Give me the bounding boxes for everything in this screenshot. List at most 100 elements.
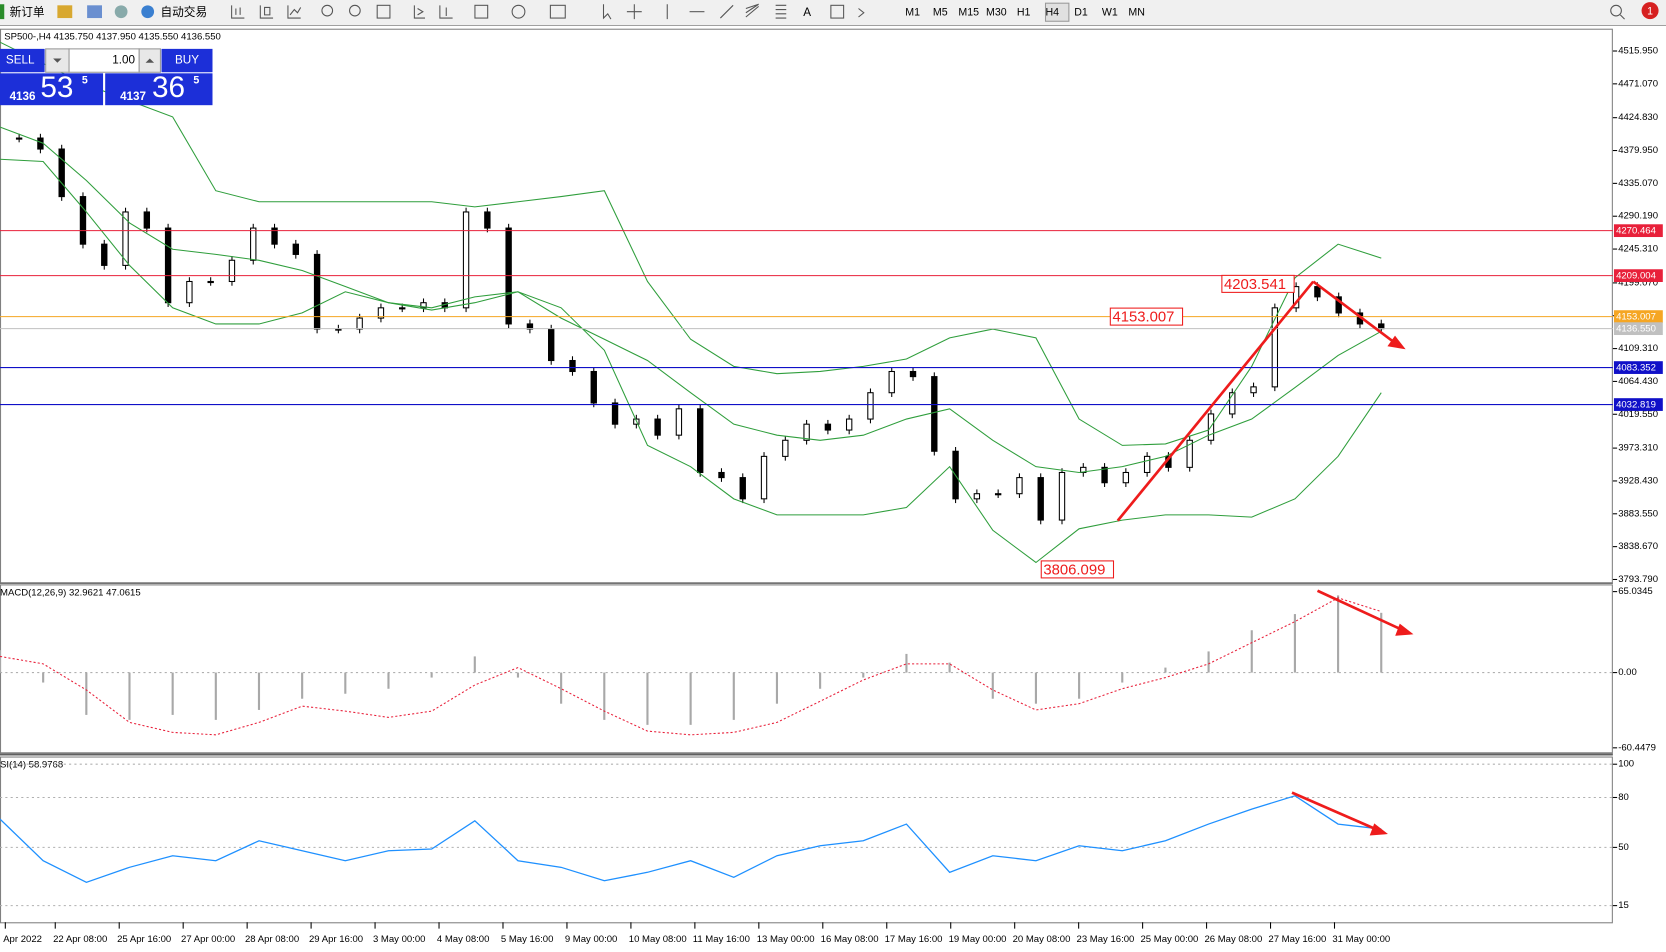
- macd-bar: [1207, 651, 1210, 673]
- candle: [271, 227, 278, 245]
- candle: [101, 243, 108, 266]
- y-tick-label: 0.00: [1618, 667, 1637, 678]
- x-tick-label: 17 May 16:00: [885, 934, 943, 945]
- macd-bar: [689, 672, 692, 725]
- arrow-head: [1369, 823, 1388, 836]
- buy-label[interactable]: BUY: [175, 54, 199, 67]
- timeframe-button[interactable]: M5: [933, 7, 948, 19]
- y-tick-label: 3928.430: [1618, 475, 1658, 486]
- y-tick-label: 4515.950: [1618, 46, 1658, 57]
- candle: [782, 439, 789, 457]
- y-tick-label: 4290.190: [1618, 211, 1658, 222]
- sell-price-box[interactable]: [0, 73, 104, 106]
- macd-bar: [257, 672, 261, 710]
- timeframe-button[interactable]: M1: [905, 7, 920, 19]
- icon[interactable]: [57, 5, 73, 19]
- x-tick-label: 4 May 08:00: [437, 934, 490, 945]
- x-tick-label: 3 May 00:00: [373, 934, 426, 945]
- rsi-line: [0, 795, 1382, 883]
- label-tool[interactable]: [830, 4, 845, 19]
- buy-price-box[interactable]: [105, 73, 213, 106]
- candle: [313, 253, 321, 330]
- x-tick-label: 26 May 08:00: [1204, 934, 1262, 945]
- macd-bar: [991, 672, 994, 699]
- buy-button[interactable]: [161, 48, 213, 73]
- icon[interactable]: [87, 5, 102, 19]
- rsi-panel: [0, 756, 1613, 924]
- auto-trading-icon[interactable]: [141, 5, 155, 19]
- macd-bar: [85, 672, 88, 715]
- lot-value[interactable]: 1.00: [112, 54, 135, 67]
- sell-label[interactable]: SELL: [6, 54, 35, 67]
- y-tick-label: 4199.070: [1618, 277, 1658, 288]
- x-tick-label: 28 Apr 08:00: [245, 934, 299, 945]
- price-level-tag: [1613, 224, 1663, 238]
- candle: [377, 307, 385, 319]
- macd-panel: [0, 584, 1613, 754]
- candle: [79, 196, 87, 245]
- bollinger-lower: [0, 158, 1382, 564]
- candle: [1143, 455, 1151, 474]
- y-tick-label: 15: [1618, 900, 1629, 911]
- arrow-head: [1387, 335, 1406, 350]
- macd-bar: [1121, 672, 1124, 683]
- new-order-icon[interactable]: [0, 4, 5, 20]
- timeframe-button[interactable]: M15: [958, 7, 979, 19]
- tool-icons[interactable]: [231, 3, 1625, 20]
- arrow: [1291, 791, 1376, 830]
- macd-bar: [905, 653, 908, 673]
- new-order-button[interactable]: 新订单: [10, 5, 45, 19]
- macd-bar: [1337, 595, 1340, 673]
- x-tick-label: 23 May 16:00: [1077, 934, 1135, 945]
- timeframe-button[interactable]: M30: [986, 7, 1007, 19]
- notification-badge[interactable]: [1641, 2, 1659, 20]
- candle: [739, 477, 746, 500]
- timeframe-button[interactable]: H4: [1046, 7, 1060, 19]
- macd-bar: [646, 672, 649, 725]
- macd-bar: [214, 672, 217, 720]
- y-tick-label: 4335.070: [1618, 178, 1658, 189]
- y-tick-label: 4424.830: [1618, 112, 1658, 123]
- price-level-label: 4209.004: [1616, 271, 1657, 282]
- price-level-tag: [1613, 322, 1663, 336]
- text-tool[interactable]: A: [803, 6, 811, 19]
- candle: [37, 137, 44, 150]
- candle: [164, 227, 172, 304]
- y-tick-label: 4245.310: [1618, 244, 1658, 255]
- panel-title: MACD(12,26,9) 32.9621 47.0615: [0, 587, 141, 598]
- active-timeframe: [1044, 2, 1070, 22]
- sell-button[interactable]: [0, 48, 45, 73]
- candle: [973, 493, 981, 500]
- x-tick-label: 20 May 08:00: [1013, 934, 1071, 945]
- candle: [1037, 477, 1044, 521]
- price-level-label: 4083.352: [1616, 363, 1656, 374]
- timeframe-button[interactable]: D1: [1074, 7, 1088, 19]
- candle: [569, 359, 576, 373]
- candle: [590, 370, 597, 404]
- timeframe-button[interactable]: MN: [1128, 7, 1145, 19]
- macd-bar: [301, 672, 304, 699]
- x-tick-label: 19 May 00:00: [949, 934, 1007, 945]
- candle: [1250, 386, 1257, 394]
- timeframe-button[interactable]: W1: [1102, 7, 1118, 19]
- macd-bar: [1034, 672, 1037, 704]
- arrow-head: [1395, 623, 1414, 636]
- macd-bar: [42, 672, 45, 683]
- auto-trading-button[interactable]: 自动交易: [160, 5, 207, 19]
- macd-bar: [1380, 612, 1383, 673]
- price-level-label: 4136.550: [1616, 324, 1656, 335]
- candle: [548, 328, 555, 362]
- candle: [186, 280, 193, 304]
- x-tick-label: 9 May 00:00: [565, 934, 618, 945]
- candle: [1016, 477, 1023, 495]
- arrow: [1116, 280, 1315, 522]
- panel-title: SI(14) 58.9768: [0, 760, 63, 771]
- macd-bar: [171, 672, 174, 715]
- x-tick-label: 10 May 08:00: [629, 934, 687, 945]
- timeframe-button[interactable]: H1: [1017, 7, 1031, 19]
- icon[interactable]: [114, 5, 128, 19]
- macd-bar: [516, 672, 520, 678]
- price-annotation: 3806.099: [1043, 562, 1105, 578]
